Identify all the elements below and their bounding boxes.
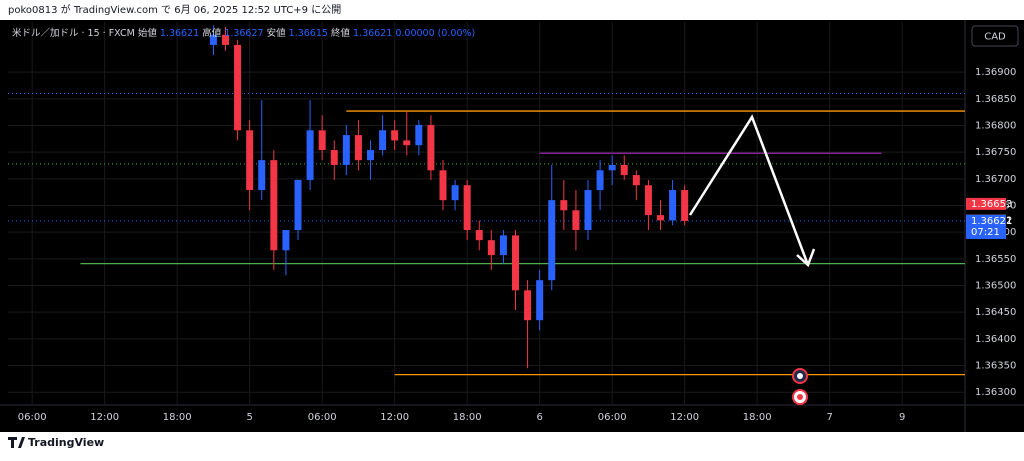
- brand-name: TradingView: [28, 436, 104, 449]
- x-tick-label: 18:00: [163, 412, 192, 423]
- candle-body: [681, 190, 689, 221]
- y-tick-label: 1.36850: [975, 94, 1016, 105]
- candle-body: [632, 175, 640, 186]
- ohlc-label: 安値: [267, 27, 287, 39]
- x-tick-label: 9: [899, 412, 905, 423]
- candle-body: [572, 210, 580, 231]
- symbol: 米ドル／加ドル · 15 · FXCM: [12, 27, 135, 39]
- ohlc-label: 終値: [331, 27, 351, 39]
- forecast-arrow: [688, 114, 810, 266]
- candle-body: [439, 170, 447, 201]
- candle-body: [596, 170, 604, 191]
- candle-body: [246, 130, 254, 191]
- levels: [8, 92, 965, 376]
- x-tick-label: 06:00: [18, 412, 47, 423]
- candle-body: [536, 280, 544, 321]
- candle-body: [451, 185, 459, 201]
- arrow-head: [796, 248, 816, 268]
- x-tick-label: 06:00: [598, 412, 627, 423]
- currency-button[interactable]: [971, 25, 1019, 47]
- x-tick-label: 6: [536, 412, 542, 423]
- candle-body: [499, 235, 507, 256]
- x-tick-label: 18:00: [453, 412, 482, 423]
- event-ca-flag: [797, 394, 803, 400]
- y-tick-label: 1.36300: [975, 387, 1016, 398]
- legend: 米ドル／加ドル · 15 · FXCM 始値 1.36621 高値 1.3662…: [12, 27, 475, 39]
- y-tick-label: 1.36700: [975, 174, 1016, 185]
- x-tick-label: 12:00: [670, 412, 699, 423]
- candle-body: [475, 230, 483, 241]
- candle-body: [234, 44, 242, 131]
- x-tick-label: 06:00: [308, 412, 337, 423]
- y-tick-label: 1.36750: [975, 147, 1016, 158]
- candle-body: [427, 124, 435, 171]
- x-tick-label: 12:00: [380, 412, 409, 423]
- candle-body: [222, 34, 229, 45]
- price-tag: [966, 197, 1006, 210]
- ohlc-label: 始値: [138, 27, 158, 39]
- candle-body: [560, 200, 568, 211]
- candle-body: [330, 150, 338, 165]
- candle-body: [209, 34, 217, 45]
- y-tick-label: 1.36550: [975, 254, 1016, 265]
- price-tag: [966, 214, 1006, 239]
- candle-body: [354, 135, 362, 161]
- candle-body: [487, 240, 495, 256]
- candle-body: [379, 130, 387, 151]
- x-tick-label: 18:00: [743, 412, 772, 423]
- y-tick-label: 1.36900: [975, 67, 1016, 78]
- candle-body: [391, 130, 399, 141]
- y-tick-label: 1.36450: [975, 307, 1016, 318]
- price-tag-label: 1.36621: [971, 216, 1012, 227]
- candle-body: [657, 215, 664, 221]
- ohlc-value: 1.36621: [353, 28, 392, 39]
- candle-body: [669, 190, 677, 221]
- candle-body: [270, 160, 278, 251]
- candle-body: [524, 290, 532, 321]
- candle-body: [403, 140, 411, 146]
- candle-body: [463, 185, 471, 231]
- y-tick-label: 1.36500: [975, 281, 1016, 292]
- candle-body: [294, 179, 302, 231]
- candle-body: [644, 185, 652, 216]
- x-tick-label: 7: [826, 412, 832, 423]
- candle-body: [306, 130, 314, 180]
- chart-panel: [0, 20, 1024, 432]
- candle-body: [548, 200, 556, 281]
- candle-body: [608, 164, 616, 171]
- candle-body: [415, 124, 423, 146]
- x-tick-label: 12:00: [90, 412, 119, 423]
- y-tick-label: 1.36800: [975, 120, 1016, 131]
- price-tag-label: 1.36653: [971, 199, 1012, 210]
- candle-body: [342, 135, 350, 165]
- event-us-flag: [797, 373, 803, 379]
- y-tick-label: 1.36350: [975, 361, 1016, 372]
- ohlc-value: 1.36615: [289, 28, 328, 39]
- countdown-label: 07:21: [971, 227, 1000, 238]
- candle-body: [282, 230, 290, 251]
- candle-body: [367, 150, 374, 161]
- axes: 1.36300 1.36350 1.36400 1.36450 1.36500 1.365…: [18, 67, 1017, 423]
- ohlc-value: 1.36627: [224, 28, 263, 39]
- x-tick-label: 5: [246, 412, 252, 423]
- candle-body: [512, 235, 519, 291]
- brand-logo: [8, 437, 25, 448]
- y-tick-label: 1.36400: [975, 334, 1016, 345]
- change: 0.00000 (0.00%): [395, 28, 475, 39]
- candle-body: [318, 130, 326, 151]
- candle-body: [584, 190, 592, 231]
- ohlc-value: 1.36621: [160, 28, 199, 39]
- candles: [209, 25, 689, 369]
- published-note: poko0813 が TradingView.com で 6月 06, 2025…: [8, 3, 341, 16]
- candle-body: [258, 160, 266, 191]
- currency-label: CAD: [984, 32, 1006, 43]
- candle-body: [620, 164, 628, 176]
- ohlc-label: 高値: [202, 27, 222, 39]
